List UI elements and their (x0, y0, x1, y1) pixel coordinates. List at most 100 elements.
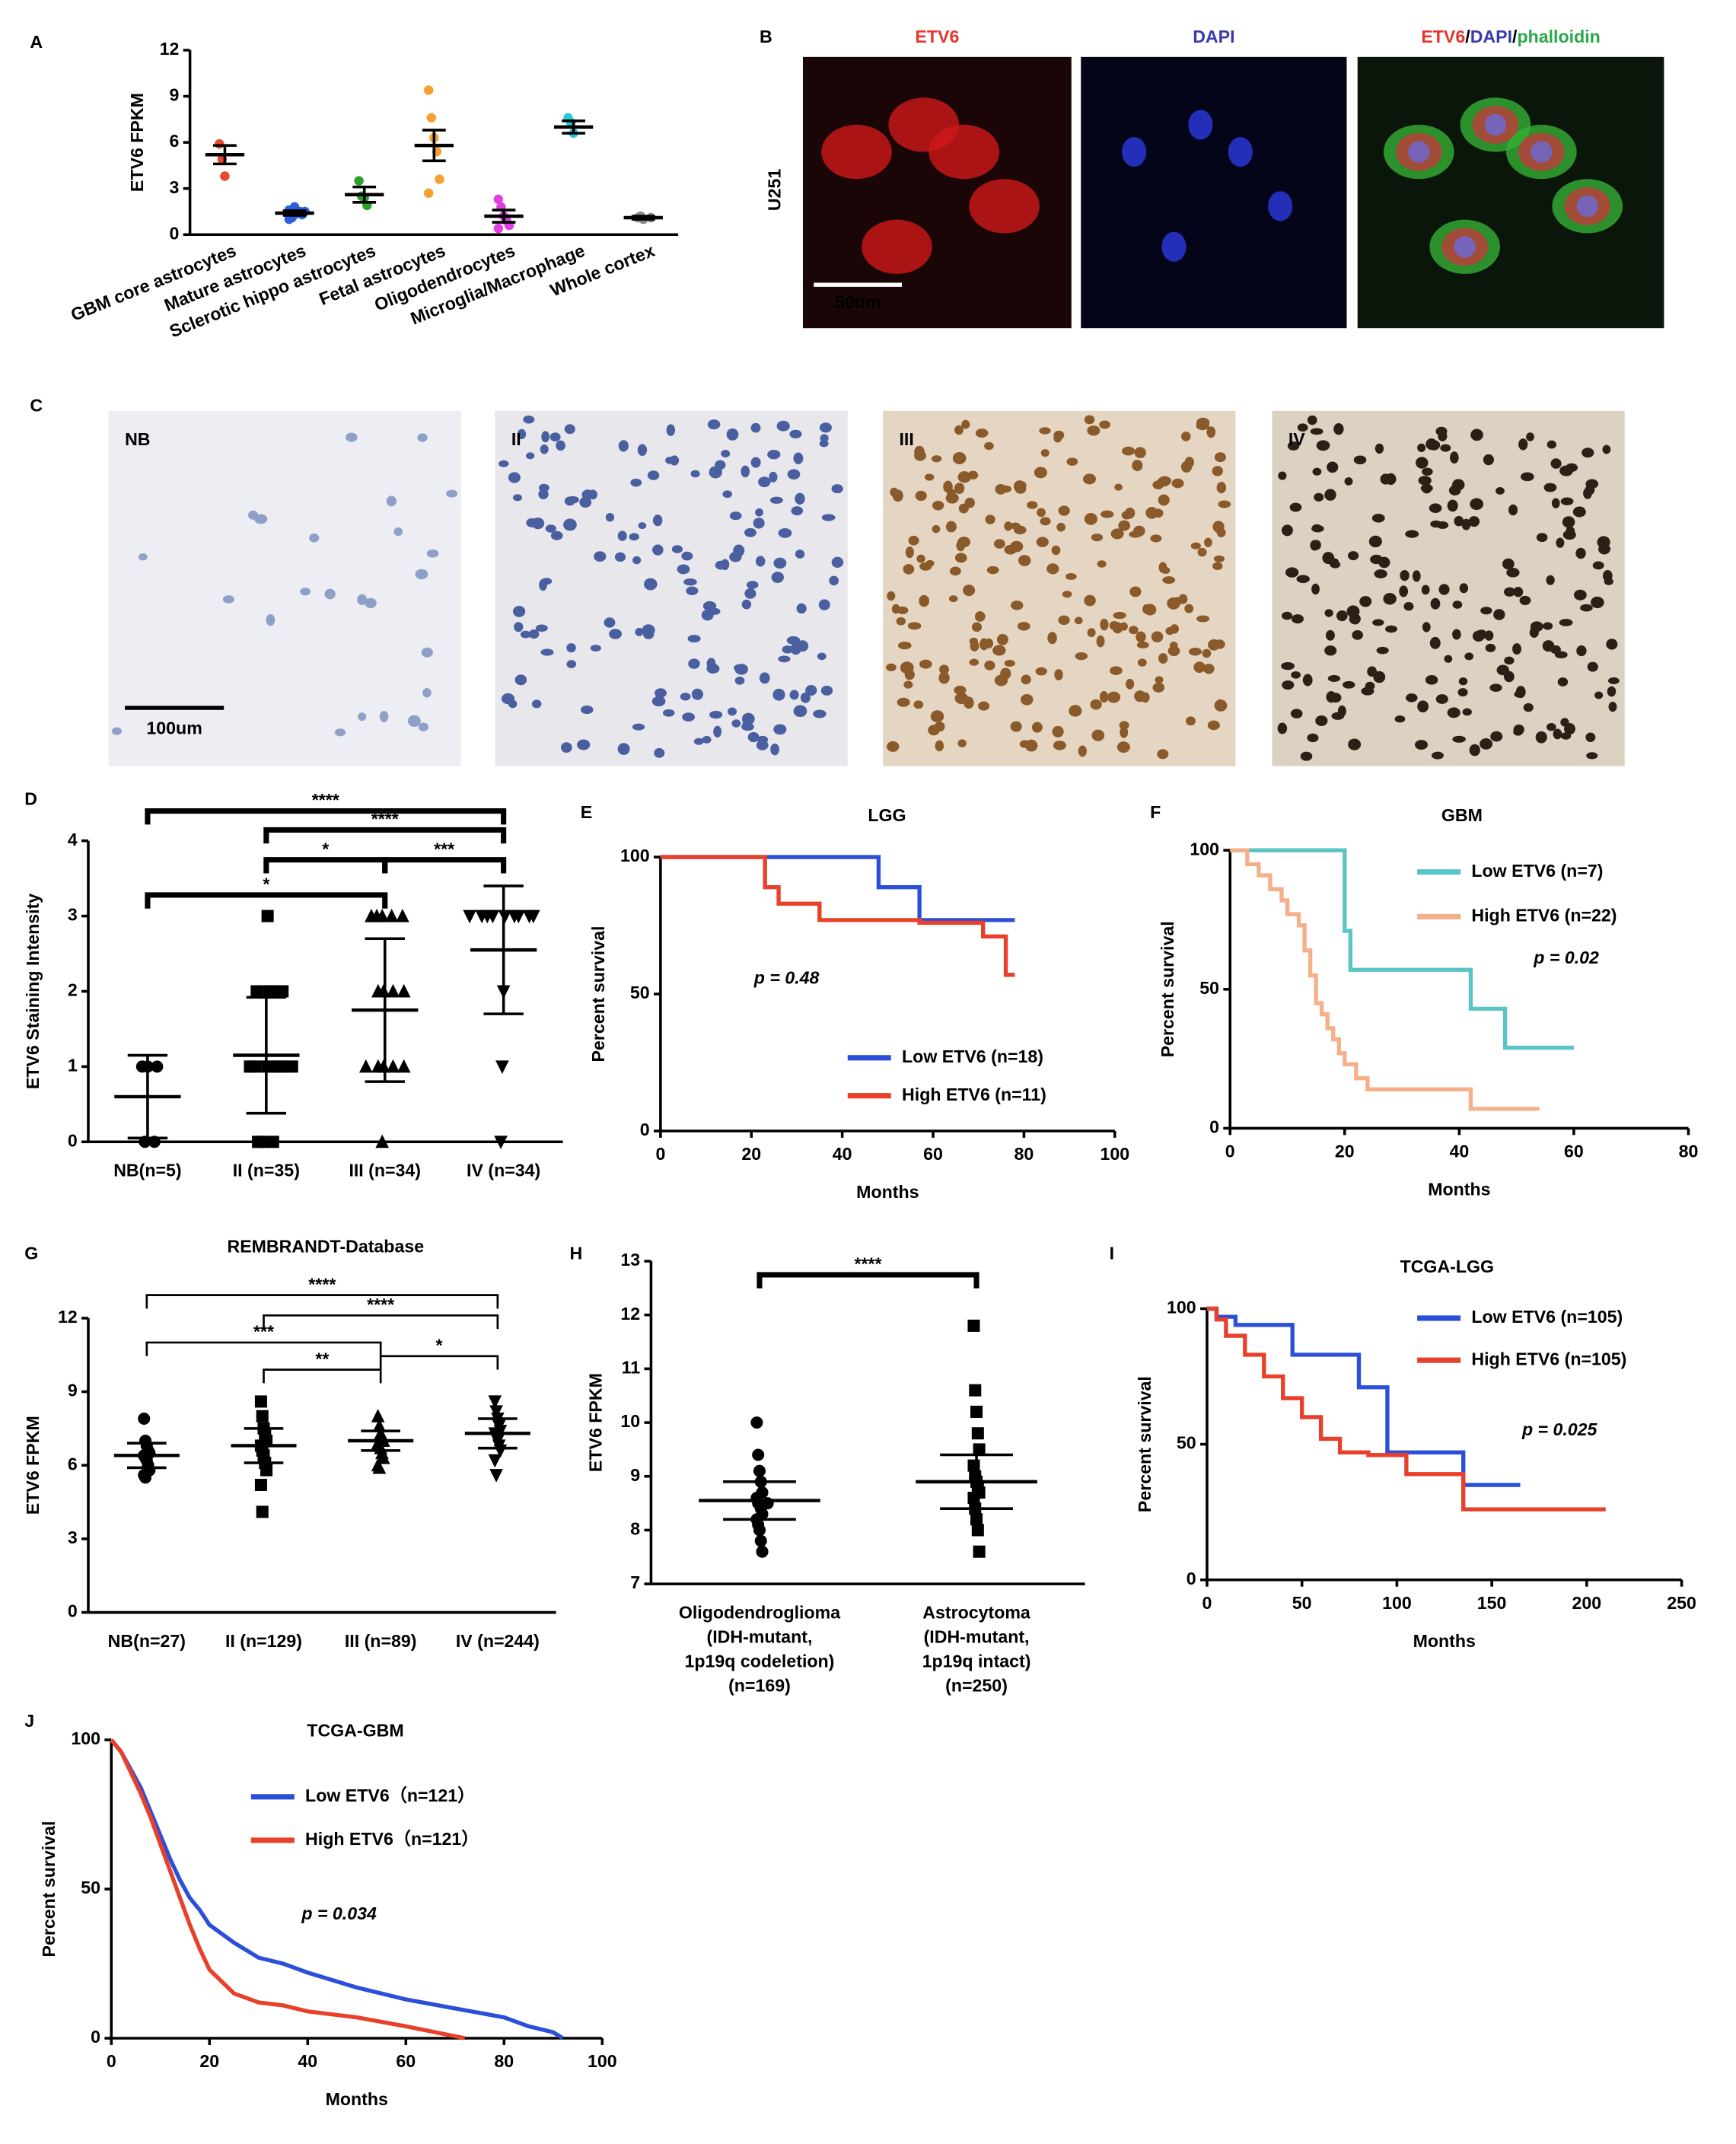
nucleus (566, 660, 577, 668)
y-tick-label: 50 (81, 1878, 100, 1897)
nucleus (1282, 611, 1293, 620)
nucleus (1065, 572, 1077, 580)
nucleus (1576, 645, 1587, 657)
chart-title: TCGA-GBM (307, 1720, 403, 1740)
point (973, 1545, 986, 1558)
nucleus (682, 712, 696, 722)
survival-curve (660, 855, 1015, 977)
nucleus (1464, 652, 1474, 661)
nucleus (691, 688, 703, 700)
nucleus (528, 629, 540, 639)
nucleus (1069, 705, 1082, 717)
nucleus (540, 444, 549, 454)
nucleus (1427, 440, 1441, 451)
nucleus (1216, 482, 1227, 494)
nucleus (651, 696, 666, 707)
nucleus (523, 415, 535, 424)
point (151, 1060, 164, 1073)
error-bar (940, 1453, 1013, 1510)
nucleus (1316, 440, 1330, 451)
x-axis-label: Months (1428, 1180, 1490, 1199)
x-tick-label: 80 (494, 2051, 514, 2071)
nucleus (731, 719, 741, 728)
nucleus (1113, 611, 1126, 620)
nucleus (821, 514, 836, 521)
nucleus (1353, 455, 1367, 465)
point (423, 85, 434, 95)
nucleus (222, 595, 234, 604)
nucleus (1559, 619, 1573, 626)
nucleus (690, 470, 700, 478)
y-tick-label: 9 (68, 1381, 78, 1400)
nucleus (1291, 671, 1301, 679)
significance-label: **** (312, 790, 339, 810)
nucleus (755, 508, 763, 517)
nucleus (1212, 466, 1223, 476)
nucleus (1373, 671, 1386, 683)
nucleus (1133, 525, 1145, 537)
nucleus (681, 551, 693, 561)
point (386, 983, 400, 998)
nucleus (1412, 570, 1421, 582)
nucleus (805, 685, 817, 696)
nucleus (709, 466, 722, 479)
panel-label: NB (125, 429, 150, 449)
nucleus (1575, 547, 1586, 559)
y-tick-label: 6 (169, 131, 179, 151)
nucleus (1165, 626, 1174, 636)
nucleus (564, 424, 575, 435)
nucleus (1302, 674, 1313, 687)
nucleus (1536, 533, 1548, 543)
cell (969, 179, 1040, 234)
nucleus (1204, 537, 1212, 548)
nucleus (1039, 427, 1051, 435)
cell (1122, 136, 1147, 167)
nucleus (1119, 721, 1129, 730)
nucleus (644, 578, 658, 591)
x-tick-label: 60 (396, 2051, 416, 2071)
nucleus (1602, 570, 1613, 582)
significance-bracket (145, 1341, 382, 1356)
nucleus (914, 445, 925, 458)
point (970, 1405, 983, 1418)
nucleus (984, 441, 994, 451)
nucleus (916, 554, 925, 563)
nucleus (1415, 740, 1429, 750)
nucleus (1027, 501, 1038, 509)
label-part: ETV6 (915, 27, 959, 46)
nucleus (1480, 738, 1493, 750)
y-tick-label: 11 (622, 1358, 641, 1378)
nucleus (887, 591, 896, 601)
nucleus (1051, 545, 1061, 556)
nucleus (563, 518, 577, 531)
nucleus (1368, 535, 1382, 548)
point (527, 910, 540, 924)
nucleus (1383, 593, 1397, 605)
nucleus (1348, 738, 1362, 750)
nucleus (769, 496, 783, 504)
error-bar (352, 185, 377, 204)
nucleus (560, 742, 572, 753)
nucleus (759, 672, 770, 684)
nucleus (1100, 618, 1109, 631)
micrograph (1357, 56, 1664, 329)
point (754, 1534, 767, 1547)
significance-label: *** (434, 839, 454, 859)
nucleus (996, 633, 1008, 645)
nucleus (1311, 583, 1320, 595)
nucleus (741, 712, 755, 725)
nucleus (1546, 575, 1555, 585)
panel-letter: D (24, 788, 37, 808)
nucleus (1101, 510, 1114, 518)
nucleus (1430, 597, 1441, 610)
nucleus (829, 575, 839, 586)
nucleus (796, 640, 809, 652)
nucleus (744, 588, 757, 599)
nucleus (1557, 677, 1569, 687)
nucleus (1046, 563, 1059, 575)
nucleus (1554, 651, 1568, 658)
nucleus (1058, 615, 1070, 626)
nucleus (445, 489, 458, 498)
nucleus (1371, 514, 1385, 523)
nucleus (638, 522, 647, 530)
